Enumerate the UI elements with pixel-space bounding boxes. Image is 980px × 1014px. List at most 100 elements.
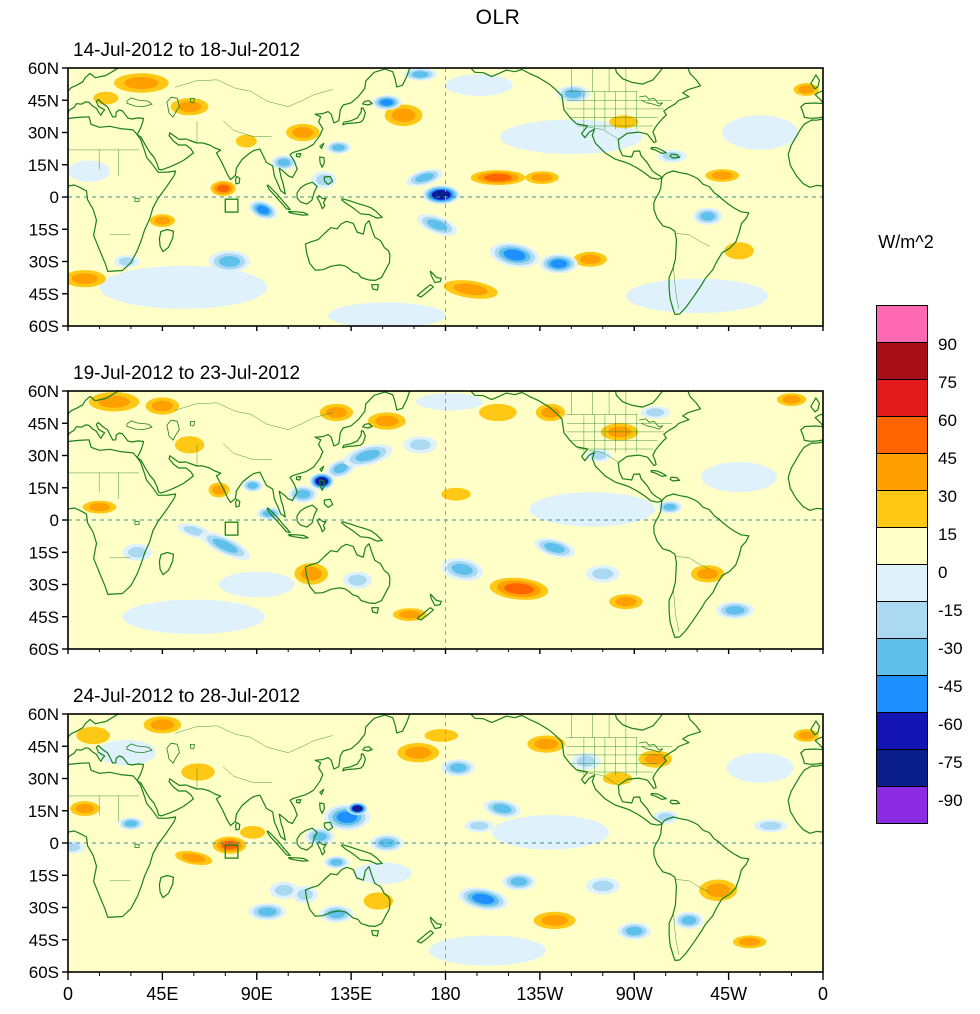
anomaly-contour — [235, 134, 257, 148]
y-tick-label: 60S — [29, 963, 59, 982]
coastline — [470, 68, 702, 180]
anomaly-contour — [711, 171, 733, 180]
anomaly-contour — [472, 893, 495, 905]
anomaly-contour — [325, 407, 347, 418]
anomaly-contour — [409, 439, 431, 451]
coastline — [316, 195, 327, 210]
anomaly-contour — [76, 726, 110, 745]
anomaly-contour — [256, 205, 270, 215]
lake-outline — [134, 197, 140, 202]
y-tick-label: 45S — [29, 931, 59, 950]
coastline — [266, 830, 291, 857]
coastline — [429, 270, 442, 284]
coastline — [814, 736, 823, 750]
y-tick-label: 15N — [28, 156, 59, 175]
coastline — [288, 857, 309, 862]
y-tick-label: 0 — [50, 834, 59, 853]
coastline — [158, 228, 175, 253]
anomaly-contour — [500, 119, 643, 154]
y-tick-label: 0 — [50, 511, 59, 530]
coastline — [295, 153, 302, 158]
anomaly-contour — [292, 127, 314, 138]
anomaly-contour — [277, 158, 291, 167]
coastline — [669, 799, 681, 805]
y-tick-label: 0 — [50, 188, 59, 207]
coastline — [68, 391, 411, 518]
anomaly-contour — [374, 415, 399, 427]
colorbar-tick-label: -30 — [938, 639, 963, 658]
coastline — [68, 68, 411, 195]
coastline — [288, 534, 309, 539]
anomaly-contour — [760, 821, 782, 830]
x-tick-label: 0 — [818, 984, 828, 1004]
anomaly-contour — [118, 257, 135, 266]
coastline — [235, 498, 241, 508]
anomaly-contour — [99, 265, 268, 309]
anomaly-contour — [416, 393, 484, 411]
anomaly-contour — [701, 462, 777, 492]
anomaly-contour — [151, 400, 173, 412]
y-tick-label: 15S — [29, 543, 59, 562]
anomaly-contour — [424, 729, 459, 742]
country-border — [588, 450, 620, 463]
panel-title-3: 24-Jul-2012 to 28-Jul-2012 — [73, 686, 301, 707]
colorbar: 90 75 60 45 30 15 0 -15 -30 -45 -60 -75 -90 — [876, 305, 980, 824]
anomaly-contour — [798, 85, 815, 94]
anomaly-contour — [353, 806, 362, 812]
anomaly-field — [68, 68, 823, 326]
anomaly-contour — [355, 449, 381, 462]
coastline — [810, 74, 820, 90]
coastline — [266, 184, 291, 211]
coastline — [158, 874, 175, 899]
anomaly-contour — [428, 935, 547, 966]
y-tick-label: 30S — [29, 899, 59, 918]
x-tick-label: 135W — [516, 984, 563, 1004]
anomaly-contour — [378, 838, 396, 848]
colorbar-tick-label: 75 — [938, 373, 957, 392]
lake-outline — [639, 95, 663, 107]
y-tick-label: 60S — [29, 640, 59, 659]
lake-outline — [126, 743, 153, 753]
coastline — [296, 827, 318, 851]
colorbar-swatch-2 — [876, 379, 928, 417]
coastline — [800, 748, 823, 765]
anomaly-contour — [469, 821, 489, 830]
y-tick-label: 45S — [29, 285, 59, 304]
anomaly-contour — [216, 184, 230, 193]
anomaly-contour — [449, 763, 467, 773]
anomaly-contour — [602, 772, 633, 785]
colorbar-swatch-6 — [876, 527, 928, 565]
coastline — [429, 593, 442, 607]
country-border — [250, 89, 333, 107]
y-tick-label: 60N — [28, 59, 59, 78]
coastline — [371, 607, 379, 614]
anomaly-contour — [564, 89, 582, 99]
lake-outline — [639, 741, 663, 753]
anomaly-contour — [441, 487, 471, 501]
anomaly-contour — [411, 71, 429, 78]
coastline — [341, 198, 383, 219]
country-border — [673, 913, 680, 956]
coastline — [470, 391, 702, 503]
anomaly-contour — [218, 256, 241, 267]
y-tick-label: 45N — [28, 91, 59, 110]
anomaly-contour — [363, 892, 394, 910]
anomaly-contour — [257, 907, 277, 917]
anomaly-contour — [399, 610, 421, 619]
anomaly-contour — [782, 395, 801, 404]
anomaly-contour — [218, 571, 295, 598]
anomaly-contour — [75, 803, 95, 814]
anomaly-contour — [510, 877, 528, 887]
anomaly-contour — [330, 859, 343, 866]
anomaly-contour — [295, 489, 311, 499]
coastline — [296, 181, 318, 205]
y-tick-label: 60N — [28, 382, 59, 401]
anomaly-contour — [445, 74, 513, 96]
y-tick-label: 45N — [28, 737, 59, 756]
coastline — [323, 498, 334, 509]
anomaly-contour — [590, 451, 607, 460]
colorbar-tick-label: 0 — [938, 563, 948, 582]
region-box — [224, 198, 239, 213]
anomaly-contour — [663, 503, 677, 511]
